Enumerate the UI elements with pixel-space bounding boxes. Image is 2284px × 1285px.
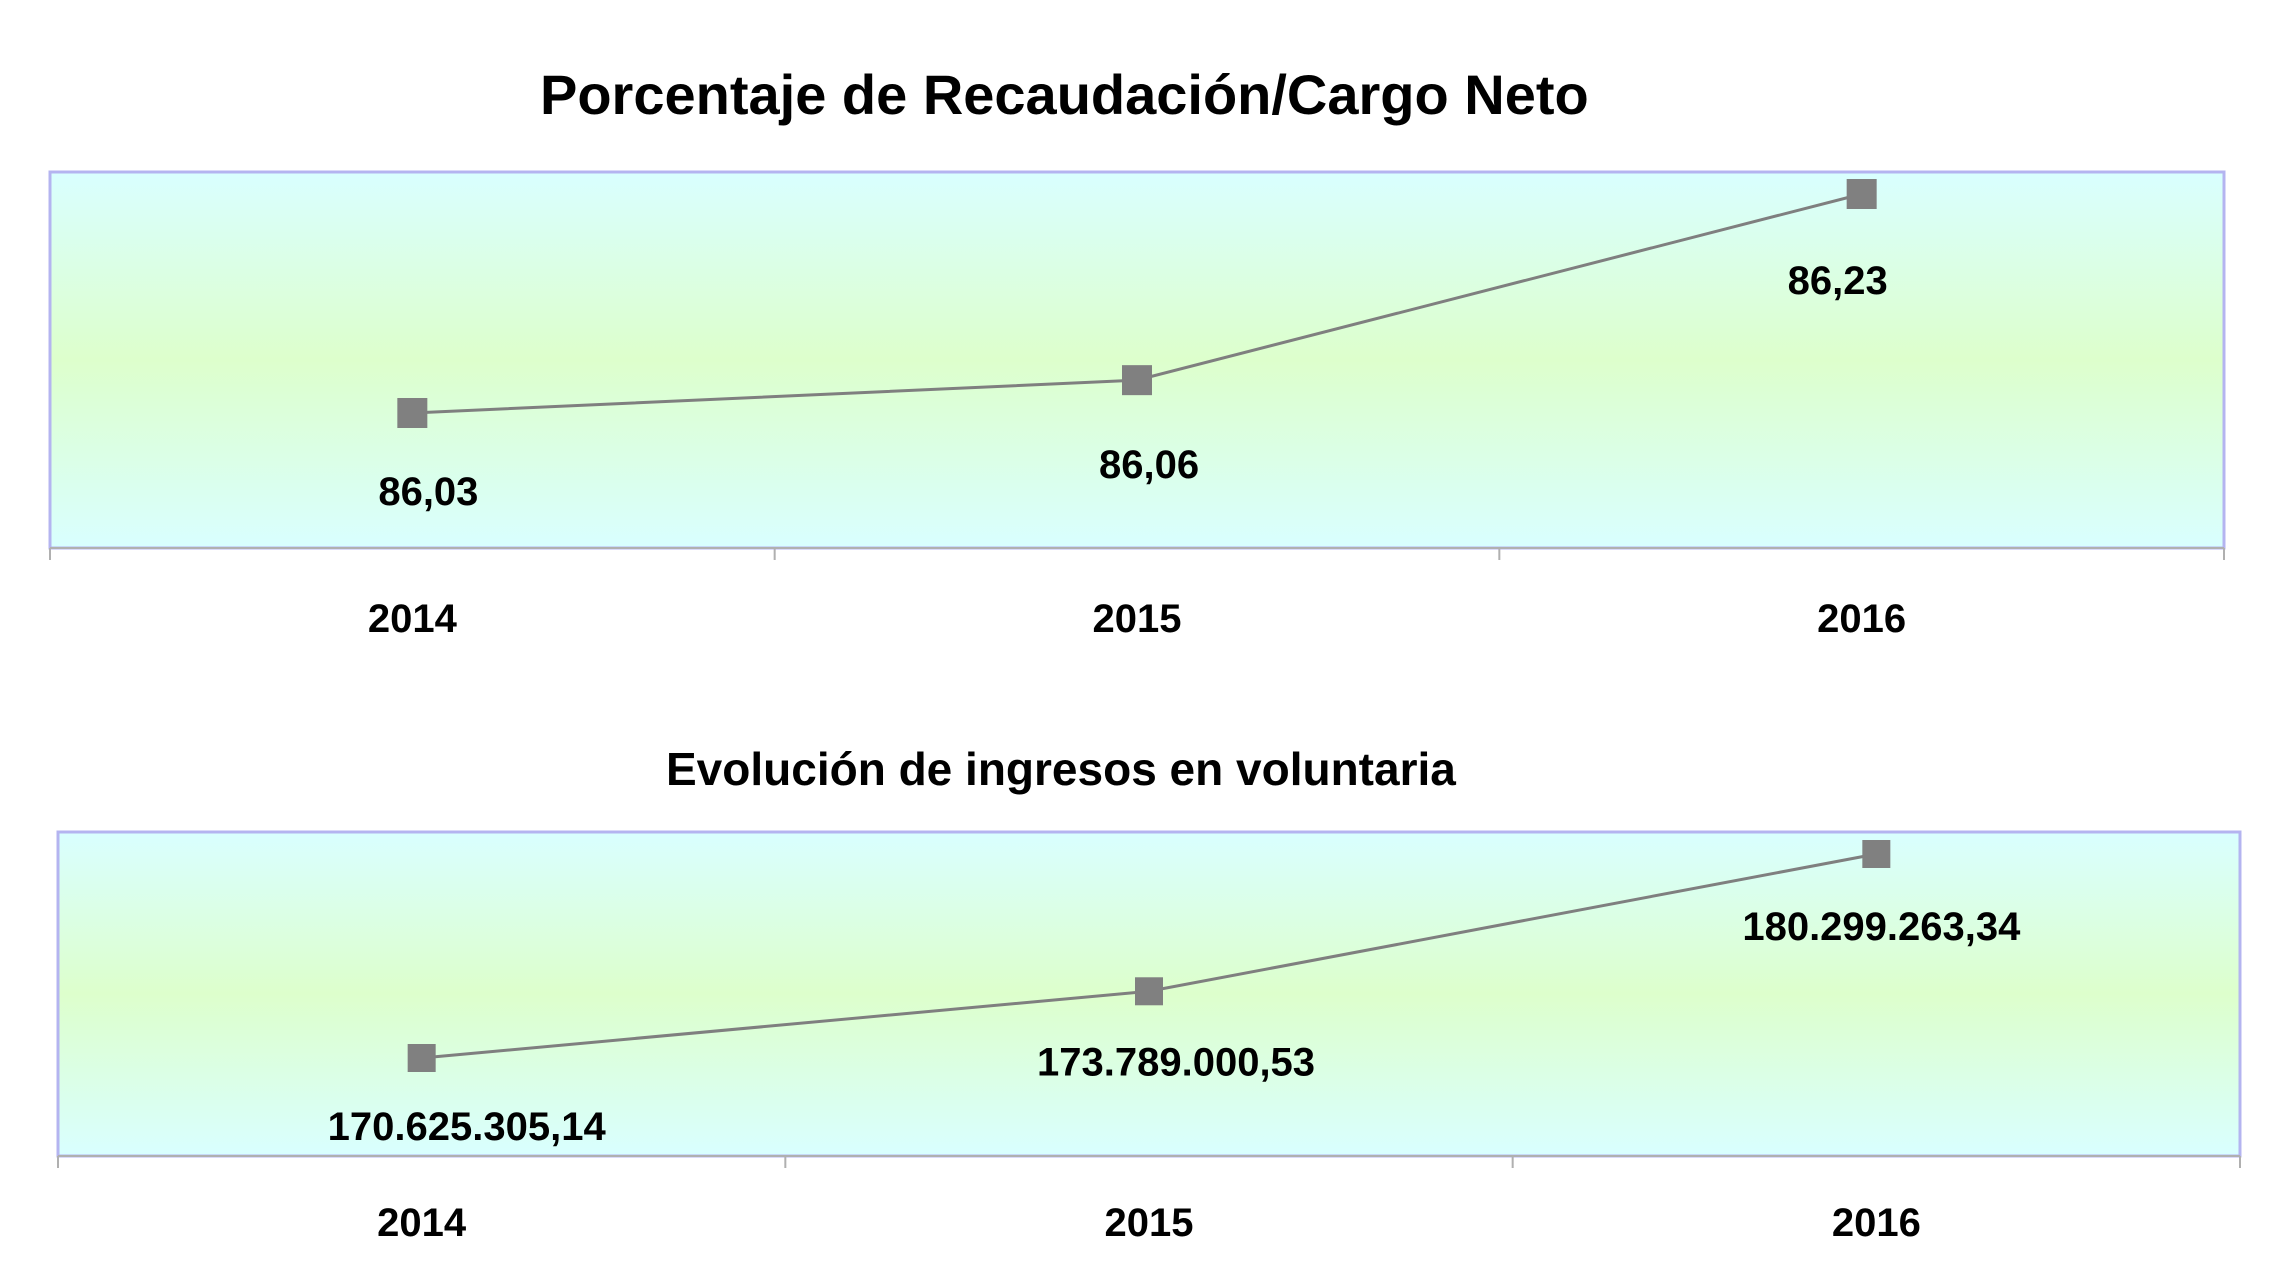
chart-2-title: Evolución de ingresos en voluntaria — [666, 743, 1456, 795]
data-point-2016 — [1862, 840, 1891, 868]
data-point-2014 — [397, 398, 428, 428]
data-point-2015 — [1122, 365, 1152, 396]
chart-2: Evolución de ingresos en voluntaria 170.… — [0, 660, 2284, 1285]
x-tick-label-2014: 2014 — [377, 1201, 467, 1245]
x-tick-label-2016: 2016 — [1832, 1201, 1921, 1245]
data-label-2016: 86,23 — [1788, 259, 1888, 303]
data-label-2015: 173.789.000,53 — [1037, 1040, 1315, 1084]
x-tick-label-2015: 2015 — [1105, 1201, 1194, 1245]
data-label-2016: 180.299.263,34 — [1742, 905, 2021, 949]
data-point-2015 — [1135, 977, 1163, 1006]
chart-1: Porcentaje de Recaudación/Cargo Neto 86,… — [48, 63, 2226, 641]
chart-1-title: Porcentaje de Recaudación/Cargo Neto — [540, 63, 1589, 126]
plot-area — [48, 170, 2226, 550]
data-label-2015: 86,06 — [1099, 443, 1199, 487]
chart-1-plot: 86,03 2014 86,06 2015 86,23 2016 — [48, 170, 2226, 641]
chart-2-plot: 170.625.305,14 2014 173.789.000,53 2015 180.… — [56, 830, 2242, 1245]
x-tick-label-2014: 2014 — [368, 597, 458, 641]
data-point-2014 — [407, 1044, 436, 1072]
data-point-2016 — [1846, 179, 1877, 209]
data-label-2014: 170.625.305,14 — [328, 1105, 607, 1149]
x-tick-label-2015: 2015 — [1093, 597, 1182, 641]
data-label-2014: 86,03 — [378, 470, 478, 514]
x-tick-label-2016: 2016 — [1817, 597, 1906, 641]
